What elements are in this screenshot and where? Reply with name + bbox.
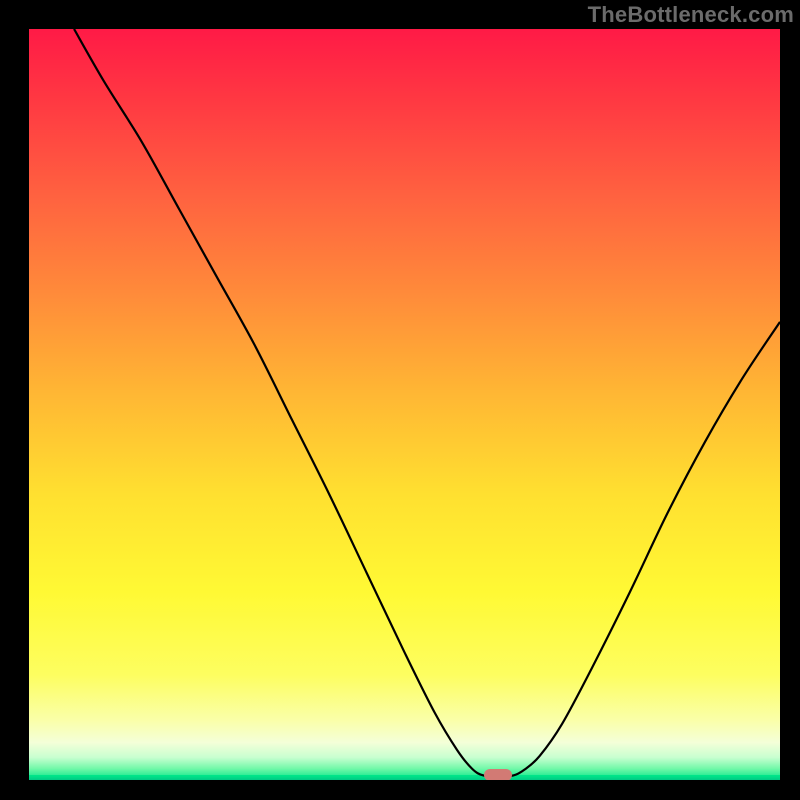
curve-layer — [29, 29, 780, 780]
plot-area — [29, 29, 780, 780]
watermark-text: TheBottleneck.com — [588, 2, 794, 28]
optimal-marker — [484, 769, 512, 780]
bottleneck-chart: TheBottleneck.com — [0, 0, 800, 800]
bottleneck-curve — [74, 29, 780, 776]
